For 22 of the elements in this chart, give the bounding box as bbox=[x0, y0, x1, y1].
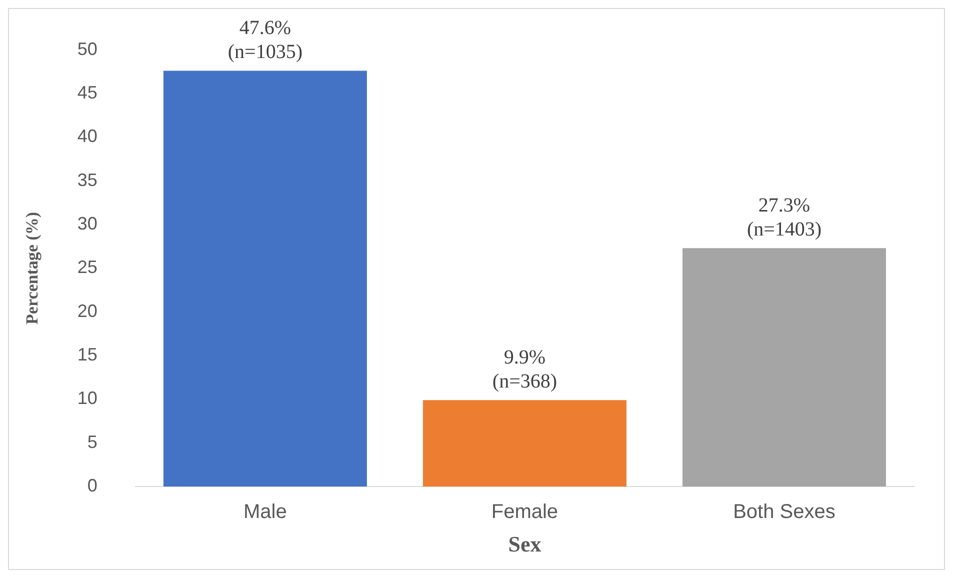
x-tick-label: Both Sexes bbox=[733, 501, 836, 524]
data-label: 27.3% (n=1403) bbox=[746, 194, 822, 240]
y-tick-label: 20 bbox=[77, 300, 98, 321]
y-axis-title: Percentage (%) bbox=[22, 212, 42, 324]
bar bbox=[682, 248, 886, 487]
y-tick-label: 45 bbox=[77, 82, 98, 102]
x-tick-label: Male bbox=[244, 501, 287, 524]
y-tick-label: 25 bbox=[77, 257, 98, 278]
bar bbox=[422, 400, 626, 487]
data-label: 47.6% (n=1035) bbox=[228, 17, 302, 64]
bar bbox=[163, 70, 367, 487]
y-tick-label: 30 bbox=[77, 213, 98, 234]
y-tick-label: 5 bbox=[87, 432, 98, 452]
y-tick-label: 35 bbox=[77, 170, 98, 190]
y-tick-label: 10 bbox=[77, 388, 98, 408]
y-tick-label: 15 bbox=[77, 344, 98, 365]
y-tick-label: 50 bbox=[77, 38, 98, 59]
y-tick-label: 40 bbox=[77, 126, 98, 146]
x-axis-title: Sex bbox=[508, 531, 542, 556]
data-label: 9.9% (n=368) bbox=[492, 346, 558, 392]
y-tick-label: 0 bbox=[87, 476, 98, 496]
x-tick-label: Female bbox=[491, 501, 558, 524]
